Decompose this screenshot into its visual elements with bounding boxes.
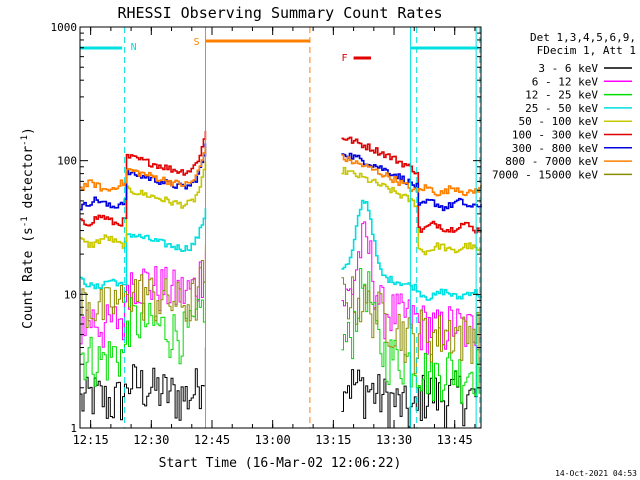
legend-label: 50 - 100 keV <box>519 115 599 128</box>
flare-label: F <box>342 53 348 64</box>
series-line <box>80 143 482 212</box>
series-line <box>80 244 482 375</box>
legend-label: 6 - 12 keV <box>532 75 599 88</box>
series-line <box>80 347 482 429</box>
series-line <box>80 199 482 301</box>
y-tick-label: 1 <box>70 422 77 435</box>
x-tick-label: 12:15 <box>73 433 109 447</box>
series-line <box>80 221 482 355</box>
x-tick-label: 13:30 <box>376 433 412 447</box>
plot-area: N S F 1 10 100 1000 12:15 12:30 12:45 13:00 13:15 13… <box>51 21 482 447</box>
night-label: N <box>131 42 137 53</box>
legend-label: 7000 - 15000 keV <box>492 168 598 181</box>
y-tick-label: 10 <box>64 288 77 301</box>
legend-label: 12 - 25 keV <box>525 89 598 102</box>
timestamp: 14-Oct-2021 04:53 <box>555 469 637 478</box>
series-line <box>80 131 482 234</box>
chart-title: RHESSI Observing Summary Count Rates <box>117 4 442 22</box>
legend-label: 25 - 50 keV <box>525 102 598 115</box>
legend-header-line-2: FDecim 1, Att 1 <box>537 44 636 57</box>
x-tick-label: 13:00 <box>255 433 291 447</box>
y-axis-label: Count Rate (s-1 detector-1) <box>20 127 36 329</box>
x-tick-label: 13:45 <box>437 433 473 447</box>
series-line <box>80 268 482 405</box>
legend-label: 300 - 800 keV <box>512 142 598 155</box>
legend-header-line-1: Det 1,3,4,5,6,9, <box>530 31 636 44</box>
legend: Det 1,3,4,5,6,9, FDecim 1, Att 1 3 - 6 k… <box>492 31 636 181</box>
legend-label: 800 - 7000 keV <box>505 155 598 168</box>
legend-label: 100 - 300 keV <box>512 129 598 142</box>
legend-label: 3 - 6 keV <box>538 62 598 75</box>
x-axis-label: Start Time (16-Mar-02 12:06:22) <box>159 456 402 471</box>
x-tick-label: 13:15 <box>315 433 351 447</box>
x-tick-label: 12:30 <box>133 433 169 447</box>
series-line <box>80 161 482 256</box>
saa-label: S <box>194 37 200 48</box>
x-tick-label: 12:45 <box>194 433 230 447</box>
y-tick-label: 1000 <box>51 21 78 34</box>
series-line <box>80 146 482 197</box>
plot-frame <box>79 26 482 429</box>
y-tick-label: 100 <box>57 155 77 168</box>
